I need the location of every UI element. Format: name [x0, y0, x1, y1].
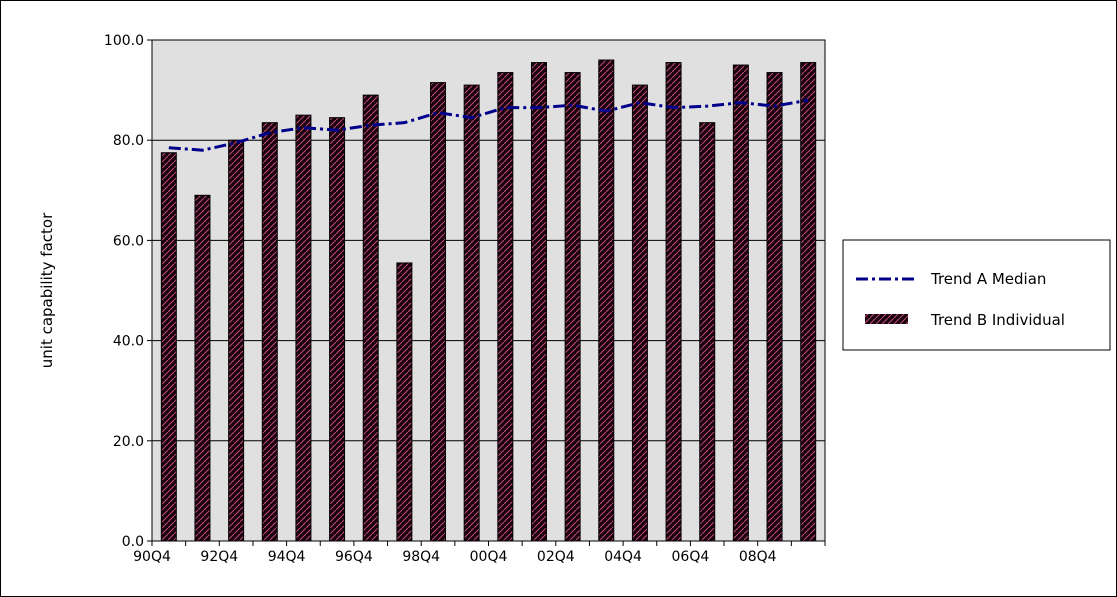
- x-tick-label: 96Q4: [335, 549, 373, 565]
- x-tick-label: 92Q4: [200, 549, 238, 565]
- x-tick-label: 94Q4: [268, 549, 306, 565]
- bar-00Q4: [497, 72, 514, 542]
- x-tick-label: 06Q4: [672, 549, 710, 565]
- bar-99Q4: [463, 84, 480, 542]
- bar-06Q4: [699, 122, 716, 542]
- bar-01Q4: [530, 62, 547, 542]
- y-tick-label: 0.0: [122, 534, 144, 550]
- legend: Trend A Median Trend B Individual: [842, 239, 1111, 351]
- y-axis-title: unit capability factor: [38, 212, 56, 368]
- x-tick-label: 08Q4: [739, 549, 777, 565]
- y-tick-label: 40.0: [113, 334, 144, 350]
- legend-label-trend-a: Trend A Median: [930, 270, 1046, 288]
- bar-09Q4: [800, 62, 817, 542]
- bar-98Q4: [430, 82, 447, 542]
- y-tick-label: 60.0: [113, 233, 144, 249]
- x-tick-label: 04Q4: [604, 549, 642, 565]
- axes: 0.0 20.0 40.0 60.0 80.0 100.0 90Q4 92Q4 94Q4 96Q4…: [104, 33, 826, 565]
- bar-08Q4: [766, 72, 783, 542]
- x-tick-label: 98Q4: [402, 549, 440, 565]
- bar-07Q4: [732, 64, 749, 542]
- y-tick-label: 20.0: [113, 434, 144, 450]
- legend-label-trend-b: Trend B Individual: [930, 311, 1065, 329]
- bar-03Q4: [598, 59, 615, 542]
- legend-box: [842, 239, 1111, 351]
- x-tick-label: 00Q4: [470, 549, 508, 565]
- bar-92Q4: [228, 139, 245, 542]
- trend-a-median-line: [168, 98, 809, 152]
- bar-series: [160, 59, 817, 542]
- bar-94Q4: [295, 114, 312, 542]
- x-tick-label: 02Q4: [537, 549, 575, 565]
- legend-bar-swatch: [865, 314, 908, 324]
- bar-05Q4: [665, 62, 682, 542]
- bar-90Q4: [160, 152, 177, 542]
- x-tick-label: 90Q4: [133, 549, 171, 565]
- y-tick-label: 100.0: [104, 33, 144, 49]
- bar-96Q4: [362, 94, 379, 542]
- bar-97Q4: [396, 262, 413, 542]
- bar-93Q4: [261, 122, 278, 542]
- bar-04Q4: [631, 84, 648, 542]
- bar-95Q4: [329, 117, 346, 542]
- y-tick-label: 80.0: [113, 133, 144, 149]
- plot-area: [152, 40, 825, 541]
- line-series: [168, 98, 809, 152]
- bar-91Q4: [194, 194, 211, 542]
- bar-02Q4: [564, 72, 581, 542]
